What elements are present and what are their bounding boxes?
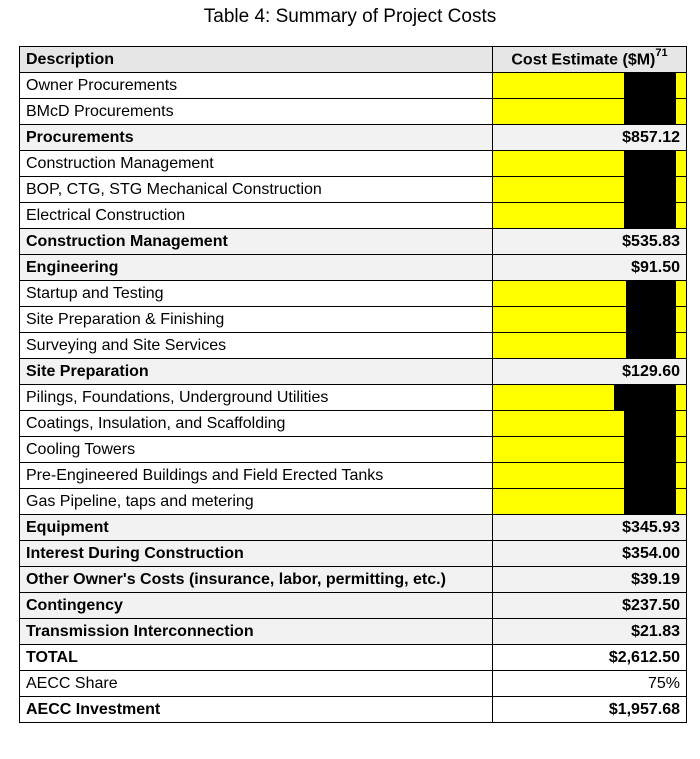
cost-column-header: Cost Estimate ($M)71 bbox=[492, 46, 687, 73]
row-label: Coatings, Insulation, and Scaffolding bbox=[19, 410, 493, 437]
redaction-block bbox=[614, 385, 676, 410]
table-title: Table 4: Summary of Project Costs bbox=[203, 6, 497, 27]
row-label: AECC Investment bbox=[19, 696, 493, 723]
redaction-block bbox=[626, 333, 676, 358]
row-value: 75% bbox=[492, 670, 687, 697]
subtotal-row: Other Owner's Costs (insurance, labor, p… bbox=[19, 566, 687, 593]
description-column-header: Description bbox=[19, 46, 493, 73]
redacted-cost-cell bbox=[492, 176, 687, 203]
redaction-block bbox=[626, 307, 676, 332]
redacted-cost-cell bbox=[492, 280, 687, 307]
row-label: Startup and Testing bbox=[19, 280, 493, 307]
row-label: Site Preparation & Finishing bbox=[19, 306, 493, 333]
total-row: TOTAL $2,612.50 bbox=[19, 644, 687, 671]
cost-header-label: Cost Estimate ($M) bbox=[511, 51, 656, 69]
redaction-block bbox=[624, 99, 676, 124]
redaction-block bbox=[624, 203, 676, 228]
row-label: Site Preparation bbox=[19, 358, 493, 385]
table-row: BMcD Procurements bbox=[19, 98, 687, 125]
redacted-cost-cell bbox=[492, 98, 687, 125]
row-value: $354.00 bbox=[492, 540, 687, 567]
project-costs-table: Description Cost Estimate ($M)71 Owner P… bbox=[19, 46, 687, 723]
row-value: $39.19 bbox=[492, 566, 687, 593]
row-label: AECC Share bbox=[19, 670, 493, 697]
row-label: Construction Management bbox=[19, 228, 493, 255]
row-label: BMcD Procurements bbox=[19, 98, 493, 125]
table-header-row: Description Cost Estimate ($M)71 bbox=[19, 46, 687, 73]
row-label: Transmission Interconnection bbox=[19, 618, 493, 645]
table-row: Electrical Construction bbox=[19, 202, 687, 229]
table-row: Startup and Testing bbox=[19, 280, 687, 307]
row-label: Surveying and Site Services bbox=[19, 332, 493, 359]
redaction-block bbox=[624, 411, 676, 436]
subtotal-row: Procurements $857.12 bbox=[19, 124, 687, 151]
share-row: AECC Share 75% bbox=[19, 670, 687, 697]
row-value: $345.93 bbox=[492, 514, 687, 541]
row-value: $857.12 bbox=[492, 124, 687, 151]
footnote-marker: 71 bbox=[655, 47, 668, 60]
row-value: $129.60 bbox=[492, 358, 687, 385]
redaction-block bbox=[624, 489, 676, 514]
redaction-block bbox=[626, 281, 676, 306]
table-row: BOP, CTG, STG Mechanical Construction bbox=[19, 176, 687, 203]
row-label: TOTAL bbox=[19, 644, 493, 671]
row-label: Pilings, Foundations, Underground Utilit… bbox=[19, 384, 493, 411]
subtotal-row: Engineering $91.50 bbox=[19, 254, 687, 281]
row-label: Electrical Construction bbox=[19, 202, 493, 229]
row-label: Contingency bbox=[19, 592, 493, 619]
subtotal-row: Site Preparation $129.60 bbox=[19, 358, 687, 385]
table-row: Pilings, Foundations, Underground Utilit… bbox=[19, 384, 687, 411]
redacted-cost-cell bbox=[492, 72, 687, 99]
row-value: $2,612.50 bbox=[492, 644, 687, 671]
redacted-cost-cell bbox=[492, 436, 687, 463]
redaction-block bbox=[624, 151, 676, 176]
subtotal-row: Construction Management $535.83 bbox=[19, 228, 687, 255]
redaction-block bbox=[624, 177, 676, 202]
row-value: $91.50 bbox=[492, 254, 687, 281]
table-row: Surveying and Site Services bbox=[19, 332, 687, 359]
subtotal-row: Equipment $345.93 bbox=[19, 514, 687, 541]
subtotal-row: Transmission Interconnection $21.83 bbox=[19, 618, 687, 645]
subtotal-row: Contingency $237.50 bbox=[19, 592, 687, 619]
table-row: Coatings, Insulation, and Scaffolding bbox=[19, 410, 687, 437]
row-label: BOP, CTG, STG Mechanical Construction bbox=[19, 176, 493, 203]
subtotal-row: Interest During Construction $354.00 bbox=[19, 540, 687, 567]
row-label: Procurements bbox=[19, 124, 493, 151]
redacted-cost-cell bbox=[492, 202, 687, 229]
table-row: Owner Procurements bbox=[19, 72, 687, 99]
row-label: Cooling Towers bbox=[19, 436, 493, 463]
table-row: Cooling Towers bbox=[19, 436, 687, 463]
redacted-cost-cell bbox=[492, 384, 687, 411]
row-label: Equipment bbox=[19, 514, 493, 541]
row-label: Owner Procurements bbox=[19, 72, 493, 99]
row-value: $237.50 bbox=[492, 592, 687, 619]
row-label: Engineering bbox=[19, 254, 493, 281]
description-header-label: Description bbox=[26, 50, 115, 68]
redacted-cost-cell bbox=[492, 462, 687, 489]
row-value: $535.83 bbox=[492, 228, 687, 255]
row-label: Gas Pipeline, taps and metering bbox=[19, 488, 493, 515]
table-row: Construction Management bbox=[19, 150, 687, 177]
redacted-cost-cell bbox=[492, 332, 687, 359]
redacted-cost-cell bbox=[492, 150, 687, 177]
redacted-cost-cell bbox=[492, 410, 687, 437]
redaction-block bbox=[624, 463, 676, 488]
table-row: Pre-Engineered Buildings and Field Erect… bbox=[19, 462, 687, 489]
row-label: Other Owner's Costs (insurance, labor, p… bbox=[19, 566, 493, 593]
row-label: Construction Management bbox=[19, 150, 493, 177]
row-label: Interest During Construction bbox=[19, 540, 493, 567]
table-row: Site Preparation & Finishing bbox=[19, 306, 687, 333]
investment-row: AECC Investment $1,957.68 bbox=[19, 696, 687, 723]
redaction-block bbox=[624, 437, 676, 462]
redaction-block bbox=[624, 73, 676, 98]
row-label: Pre-Engineered Buildings and Field Erect… bbox=[19, 462, 493, 489]
redacted-cost-cell bbox=[492, 306, 687, 333]
table-row: Gas Pipeline, taps and metering bbox=[19, 488, 687, 515]
row-value: $21.83 bbox=[492, 618, 687, 645]
redacted-cost-cell bbox=[492, 488, 687, 515]
row-value: $1,957.68 bbox=[492, 696, 687, 723]
